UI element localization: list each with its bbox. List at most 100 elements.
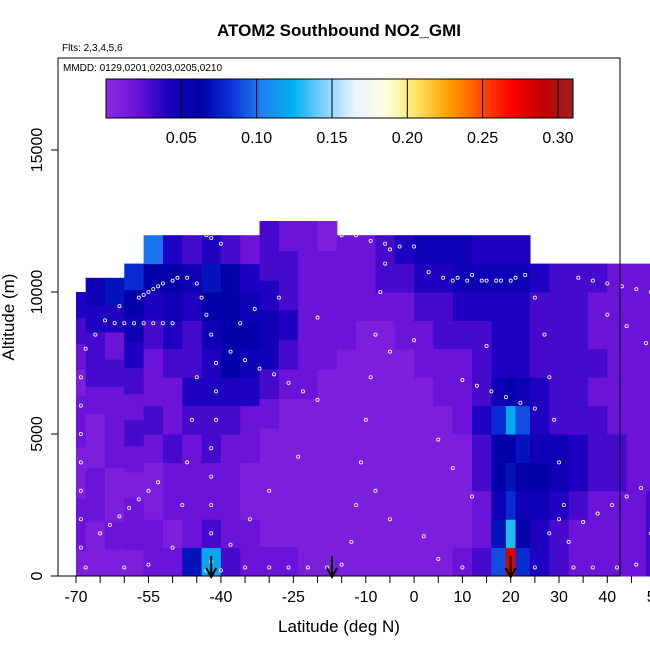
heatmap-cell: [240, 263, 261, 293]
heatmap-cell: [375, 320, 396, 350]
heatmap-cell: [452, 320, 473, 350]
heatmap-cell: [182, 547, 203, 577]
heatmap-cell: [298, 398, 318, 429]
flight-track-point: [648, 531, 650, 536]
heatmap-cell: [452, 263, 473, 293]
heatmap-cell: [645, 462, 650, 492]
heatmap-cell: [549, 292, 570, 321]
flight-track-point: [78, 517, 83, 522]
flight-track-point: [489, 389, 494, 394]
flight-track-point: [98, 531, 103, 536]
flight-track-point: [614, 565, 619, 570]
flight-track-point: [78, 431, 83, 436]
heatmap-cell: [452, 235, 473, 265]
flight-track-point: [267, 488, 272, 493]
heatmap-cell: [607, 348, 628, 378]
heatmap-cell: [104, 386, 125, 414]
flight-track-point: [339, 233, 344, 238]
flight-track-point: [354, 233, 359, 238]
heatmap-cell: [336, 434, 357, 463]
heatmap-cell: [298, 309, 318, 340]
flight-track-point: [470, 494, 475, 499]
heatmap-cell: [259, 516, 280, 547]
colorbar: 0.05 0.10 0.15 0.20 0.25 0.30: [105, 78, 574, 147]
flight-track-point: [301, 389, 306, 394]
flights-label: Flts: 2,3,4,5,6: [62, 43, 123, 54]
heatmap-cell: [394, 519, 415, 549]
heatmap-cell: [394, 434, 415, 463]
heatmap-cell: [182, 434, 203, 463]
heatmap-cell: [85, 413, 106, 441]
heatmap-cell: [259, 250, 280, 281]
heatmap-cell: [568, 348, 589, 378]
plot-frame: [57, 57, 621, 577]
heatmap-cell: [645, 348, 650, 378]
heatmap-cell: [85, 467, 106, 496]
heatmap-cell: [587, 434, 608, 463]
flight-track-point: [634, 562, 639, 567]
heatmap-cell: [607, 490, 628, 520]
flight-track-point: [243, 565, 248, 570]
heatmap-cell: [626, 263, 647, 293]
flight-track-point: [624, 494, 629, 499]
flight-track-point: [112, 321, 117, 326]
colorbar-gradient: [105, 78, 574, 119]
heatmap-cell: [259, 280, 280, 311]
heatmap-cell: [433, 405, 454, 435]
heatmap-cell: [394, 235, 415, 265]
heatmap-cell: [240, 490, 261, 520]
flight-track-point: [590, 565, 595, 570]
heatmap-cell: [298, 487, 318, 518]
heatmap-cell: [85, 548, 106, 577]
heatmap-cell: [549, 377, 570, 407]
flight-track-point: [175, 275, 180, 280]
heatmap-cell: [220, 462, 241, 492]
heatmap-cell: [607, 263, 628, 293]
heatmap-cell: [76, 395, 87, 422]
heatmap-cell: [414, 434, 434, 463]
heatmap-cell: [356, 292, 376, 321]
flight-track-point: [180, 502, 185, 507]
flight-track-point: [566, 539, 571, 544]
flight-track-point: [199, 295, 204, 300]
heatmap-cell: [278, 516, 299, 547]
flight-track-point: [387, 247, 392, 252]
flight-track-point: [228, 542, 233, 547]
heatmap-cell: [587, 519, 608, 549]
heatmap-cell: [240, 292, 261, 321]
flight-track-point: [170, 321, 175, 326]
flight-track-point: [639, 485, 644, 490]
heatmap-cell: [182, 405, 203, 435]
flight-track-point: [214, 417, 219, 422]
flight-track-point: [436, 556, 441, 561]
heatmap-cell: [505, 434, 517, 463]
y-tick-label: 10000: [29, 270, 46, 315]
heatmap-cell: [626, 292, 647, 321]
heatmap-cell: [607, 519, 628, 549]
heatmap-cell: [491, 519, 507, 549]
heatmap-cell: [220, 434, 241, 463]
heatmap-cell: [549, 348, 570, 378]
heatmap-cell: [317, 516, 338, 547]
flight-track-point: [552, 417, 557, 422]
heatmap-cell: [645, 547, 650, 577]
heatmap-cell: [240, 462, 261, 492]
heatmap-cell: [626, 462, 647, 492]
heatmap-cell: [201, 377, 222, 407]
heatmap-cell: [375, 405, 396, 435]
heatmap-cell: [104, 494, 125, 523]
flight-track-point: [436, 437, 441, 442]
flight-track-layer: [78, 224, 650, 573]
heatmap-cell: [124, 263, 145, 291]
flight-track-point: [484, 278, 489, 283]
colorbar-tick-label: 0.25: [467, 130, 498, 147]
heatmap-cell: [530, 292, 550, 321]
heatmap-cell: [530, 320, 550, 350]
heatmap-cell: [143, 490, 164, 520]
heatmap-cell: [530, 462, 550, 492]
heatmap-cell: [143, 547, 164, 577]
heatmap-cell: [259, 339, 280, 370]
heatmap-cell: [433, 348, 454, 378]
heatmap-cell: [452, 462, 473, 492]
heatmap-cell: [182, 490, 203, 520]
